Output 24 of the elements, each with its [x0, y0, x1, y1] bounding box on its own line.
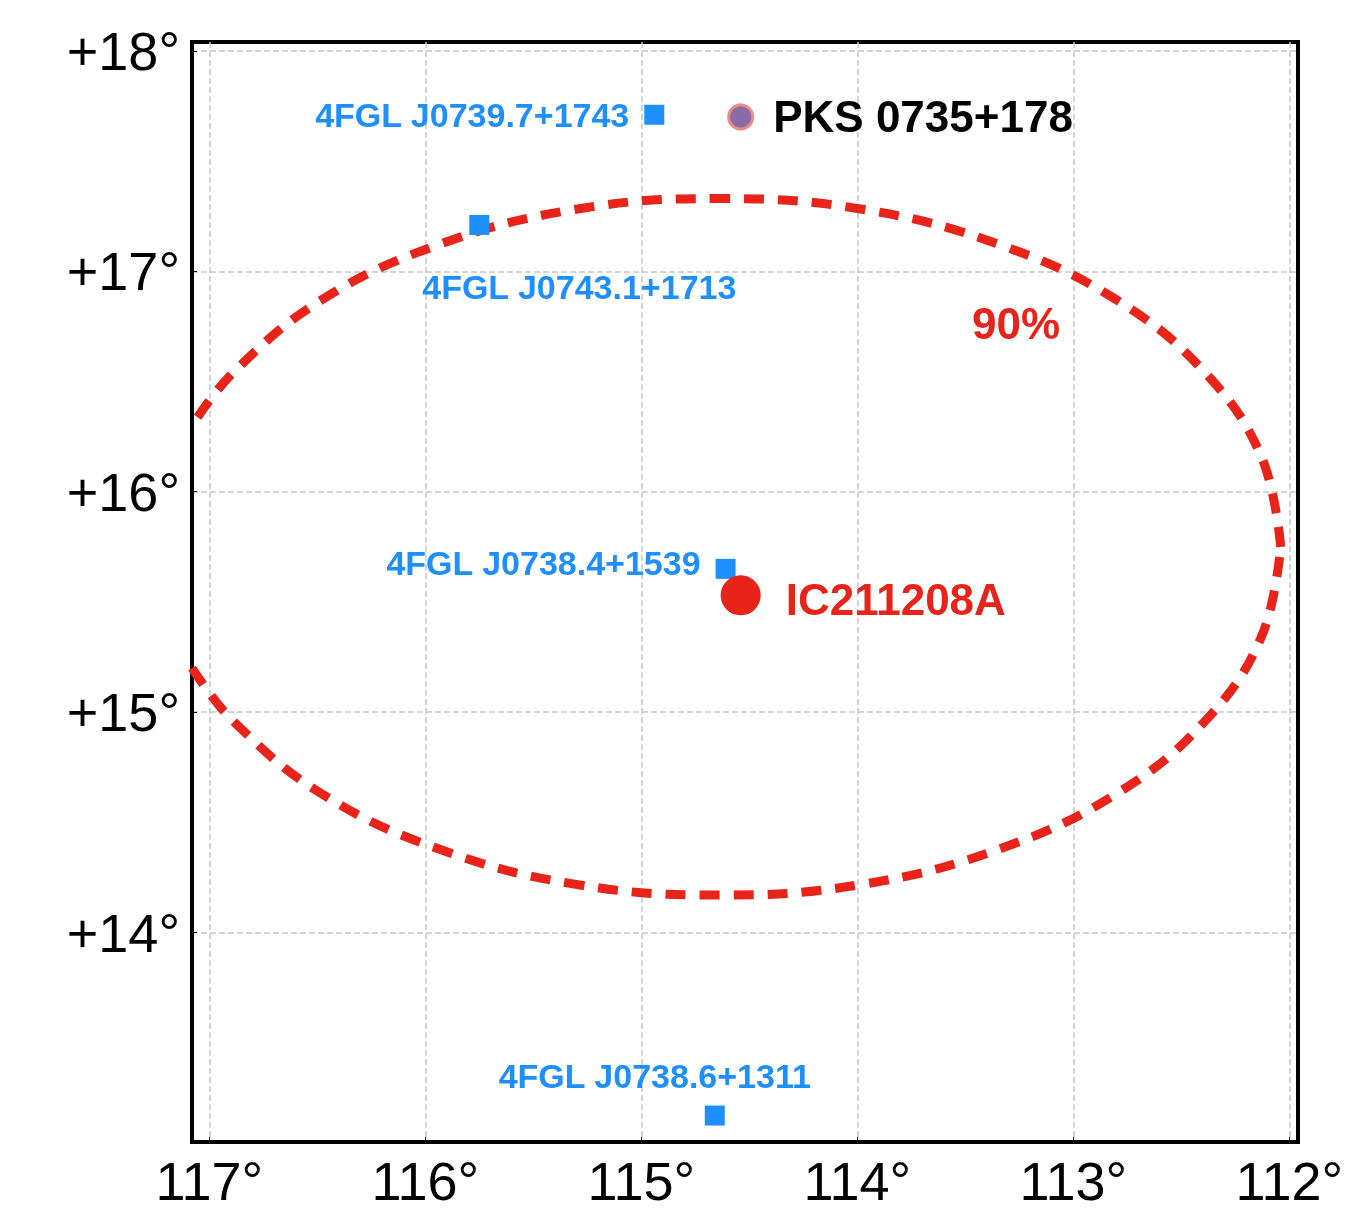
series-label: 4FGL J0739.7+1743: [315, 95, 630, 134]
point: [469, 214, 490, 235]
annotation: 90%: [971, 298, 1061, 348]
x-tick-label: 114°: [803, 1151, 912, 1208]
series-label: 4FGL J0738.6+1311: [498, 1056, 811, 1095]
series-label: IC211208A: [785, 574, 1006, 624]
series-label: PKS 0735+178: [773, 92, 1073, 142]
point: [715, 558, 736, 579]
y-tick-label: +14°: [66, 902, 180, 963]
point: [720, 575, 761, 616]
point: [727, 103, 755, 131]
x-tick-label: 112°: [1235, 1151, 1344, 1208]
x-tick-label: 115°: [587, 1151, 696, 1208]
series-label: 4FGL J0738.4+1539: [386, 543, 701, 582]
point: [644, 104, 665, 125]
x-tick-label: 117°: [155, 1151, 264, 1208]
x-tick-label: 113°: [1019, 1151, 1128, 1208]
x-tick-label: 116°: [371, 1151, 480, 1208]
y-tick-label: +15°: [66, 682, 180, 743]
point: [704, 1105, 725, 1126]
y-tick-label: +17°: [66, 241, 180, 302]
y-tick-label: +18°: [66, 20, 180, 81]
y-tick-label: +16°: [66, 461, 180, 522]
series-label: 4FGL J0743.1+1713: [422, 267, 737, 306]
